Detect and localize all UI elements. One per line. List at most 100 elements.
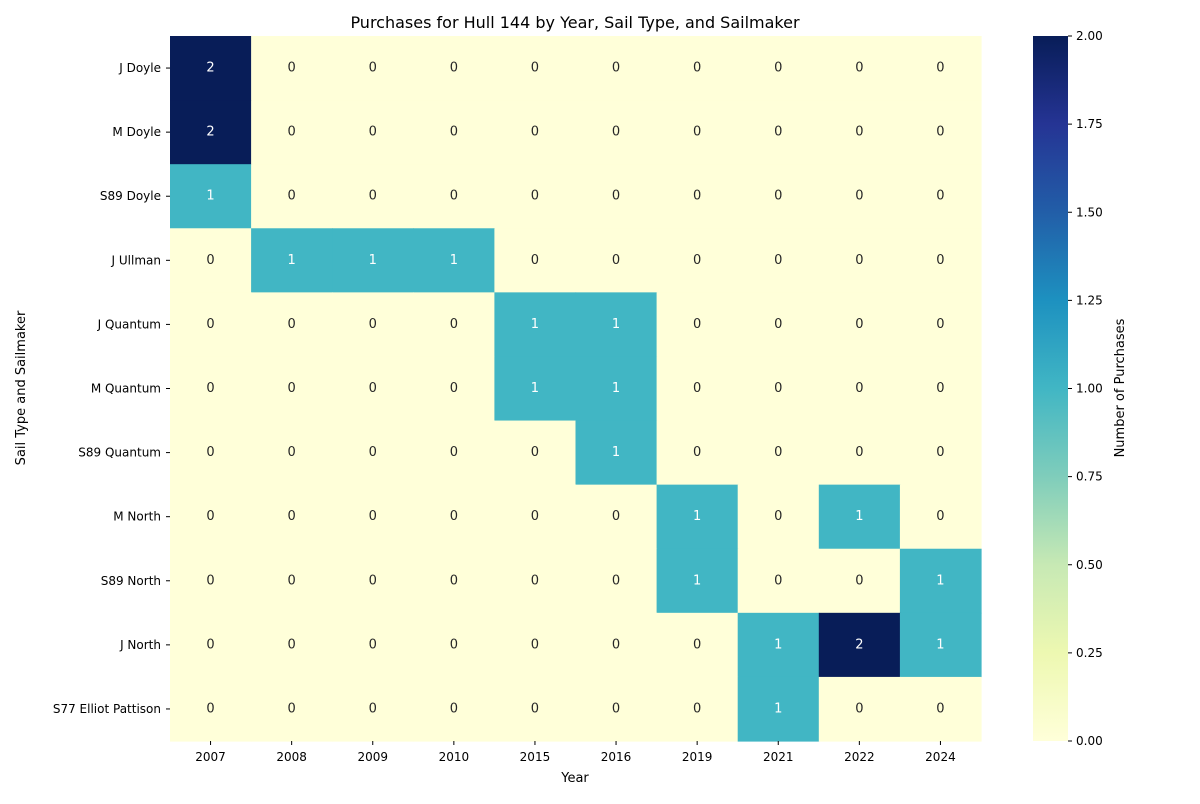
heatmap-cell xyxy=(413,228,495,293)
heatmap-cell xyxy=(413,612,495,678)
heatmap-cell xyxy=(413,292,495,358)
cell-value-label: 0 xyxy=(369,509,377,524)
cell-value-label: 1 xyxy=(369,253,377,268)
colorbar xyxy=(1033,36,1068,741)
cell-value-label: 0 xyxy=(206,637,214,652)
cell-value-label: 0 xyxy=(612,637,620,652)
cell-value-label: 0 xyxy=(936,381,944,396)
heatmap-cell xyxy=(170,164,252,229)
cell-value-label: 0 xyxy=(450,125,458,140)
heatmap-cell xyxy=(818,548,901,614)
heatmap-cell xyxy=(656,228,739,293)
heatmap-cell xyxy=(494,228,577,293)
x-tick-label: 2016 xyxy=(601,750,632,764)
heatmap-cell xyxy=(575,164,658,229)
x-tick-label: 2022 xyxy=(844,750,875,764)
cell-value-label: 0 xyxy=(693,125,701,140)
heatmap-cell xyxy=(413,484,495,550)
heatmap-cell xyxy=(494,676,577,742)
cell-value-label: 0 xyxy=(936,445,944,460)
y-tick-label: S89 Doyle xyxy=(100,189,161,203)
cell-value-label: 0 xyxy=(855,445,863,460)
heatmap-cell xyxy=(494,164,577,229)
colorbar-tick-label: 1.00 xyxy=(1076,382,1103,396)
cell-value-label: 0 xyxy=(855,317,863,332)
cell-value-label: 0 xyxy=(531,61,539,76)
heatmap-cell xyxy=(251,548,333,614)
cell-value-label: 0 xyxy=(531,445,539,460)
cell-value-label: 0 xyxy=(206,253,214,268)
cell-value-label: 1 xyxy=(531,317,539,332)
cell-value-label: 0 xyxy=(855,573,863,588)
heatmap-cell xyxy=(656,164,739,229)
cell-value-label: 1 xyxy=(531,381,539,396)
heatmap-cell xyxy=(413,36,495,101)
cell-value-label: 1 xyxy=(288,253,296,268)
cell-value-label: 0 xyxy=(450,445,458,460)
cell-value-label: 0 xyxy=(450,189,458,204)
heatmap-cell xyxy=(251,228,333,293)
heatmap-cell xyxy=(818,612,901,678)
cell-value-label: 0 xyxy=(612,701,620,716)
heatmap-cell xyxy=(494,100,577,165)
cell-value-label: 0 xyxy=(450,317,458,332)
cell-value-label: 1 xyxy=(612,381,620,396)
cell-value-label: 0 xyxy=(450,381,458,396)
colorbar-tick-label: 1.50 xyxy=(1076,205,1103,219)
heatmap-cell xyxy=(575,228,658,293)
heatmap-cell xyxy=(251,164,333,229)
heatmap-cell xyxy=(413,356,495,422)
cell-value-label: 0 xyxy=(774,509,782,524)
cell-value-label: 1 xyxy=(612,317,620,332)
heatmap-cell xyxy=(332,36,414,101)
heatmap-cell xyxy=(899,548,982,614)
x-tick-label: 2024 xyxy=(925,750,956,764)
heatmap-cell xyxy=(170,36,252,101)
cell-value-label: 0 xyxy=(693,637,701,652)
heatmap-cell xyxy=(656,548,739,614)
cell-value-label: 0 xyxy=(855,125,863,140)
cell-value-label: 0 xyxy=(936,61,944,76)
heatmap-cell xyxy=(413,548,495,614)
y-axis: J Doyle M Doyle S89 Doyle J Ullman J Quantum… xyxy=(53,61,170,716)
heatmap-cell xyxy=(656,292,739,358)
y-axis-label: Sail Type and Sailmaker xyxy=(14,310,29,465)
heatmap-cell xyxy=(899,36,982,101)
cell-value-label: 0 xyxy=(206,573,214,588)
heatmap-cell xyxy=(737,36,820,101)
heatmap-cell xyxy=(332,484,414,550)
heatmap-cell xyxy=(656,420,739,486)
cell-value-label: 1 xyxy=(693,573,701,588)
heatmap-cell xyxy=(332,292,414,358)
cell-value-label: 1 xyxy=(774,637,782,652)
heatmap-cell xyxy=(494,36,577,101)
cell-value-label: 0 xyxy=(450,509,458,524)
heatmap-cell xyxy=(251,420,333,486)
cell-value-label: 0 xyxy=(369,189,377,204)
heatmap-cell xyxy=(818,676,901,742)
heatmap-cell xyxy=(251,100,333,165)
cell-value-label: 0 xyxy=(531,509,539,524)
cell-value-label: 0 xyxy=(450,637,458,652)
heatmap-cell xyxy=(413,100,495,165)
y-tick-label: M Quantum xyxy=(91,382,161,396)
cell-value-label: 0 xyxy=(693,61,701,76)
heatmap-cell xyxy=(332,228,414,293)
heatmap-cell xyxy=(737,484,820,550)
cell-value-label: 0 xyxy=(774,317,782,332)
heatmap-cell xyxy=(170,100,252,165)
colorbar-tick-label: 0.00 xyxy=(1076,734,1103,748)
x-axis-label: Year xyxy=(560,771,589,786)
x-tick-label: 2007 xyxy=(195,750,226,764)
heatmap-cell xyxy=(332,356,414,422)
cell-value-label: 1 xyxy=(855,509,863,524)
heatmap-cell xyxy=(494,548,577,614)
heatmap-cell xyxy=(170,292,252,358)
cell-value-label: 1 xyxy=(206,189,214,204)
cell-value-label: 1 xyxy=(936,573,944,588)
cell-value-label: 0 xyxy=(936,317,944,332)
cell-value-label: 2 xyxy=(206,61,214,76)
cell-value-label: 1 xyxy=(693,509,701,524)
